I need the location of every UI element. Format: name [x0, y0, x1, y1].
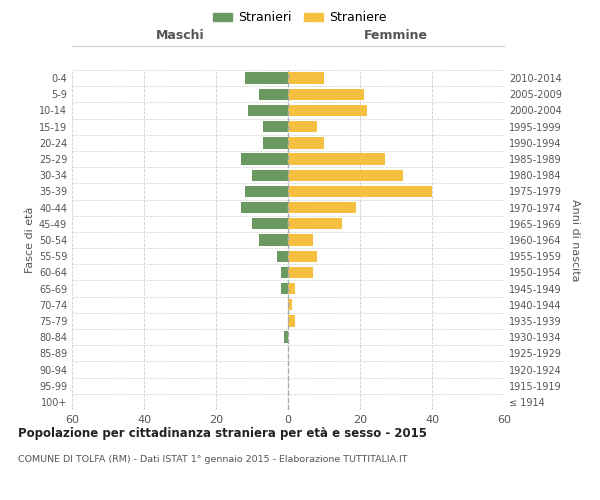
Text: Maschi: Maschi [155, 30, 205, 43]
Bar [288, 88, 364, 100]
Legend: Stranieri, Straniere: Stranieri, Straniere [208, 6, 392, 29]
Bar [288, 105, 367, 116]
Bar [288, 266, 313, 278]
Bar [288, 121, 317, 132]
Bar [259, 88, 288, 100]
Bar [241, 202, 288, 213]
Bar [241, 154, 288, 164]
Y-axis label: Anni di nascita: Anni di nascita [570, 198, 580, 281]
Bar [284, 332, 288, 343]
Bar [281, 283, 288, 294]
Bar [288, 316, 295, 326]
Bar [248, 105, 288, 116]
Bar [252, 218, 288, 230]
Bar [288, 283, 295, 294]
Bar [288, 250, 317, 262]
Bar [259, 234, 288, 246]
Bar [288, 202, 356, 213]
Bar [263, 121, 288, 132]
Bar [281, 266, 288, 278]
Bar [288, 218, 342, 230]
Bar [288, 170, 403, 181]
Bar [245, 72, 288, 84]
Bar [288, 72, 324, 84]
Text: Femmine: Femmine [364, 30, 428, 43]
Bar [288, 299, 292, 310]
Text: Popolazione per cittadinanza straniera per età e sesso - 2015: Popolazione per cittadinanza straniera p… [18, 428, 427, 440]
Bar [245, 186, 288, 197]
Bar [277, 250, 288, 262]
Bar [252, 170, 288, 181]
Bar [288, 234, 313, 246]
Bar [263, 137, 288, 148]
Text: COMUNE DI TOLFA (RM) - Dati ISTAT 1° gennaio 2015 - Elaborazione TUTTITALIA.IT: COMUNE DI TOLFA (RM) - Dati ISTAT 1° gen… [18, 455, 407, 464]
Bar [288, 137, 324, 148]
Y-axis label: Fasce di età: Fasce di età [25, 207, 35, 273]
Bar [288, 154, 385, 164]
Bar [288, 186, 432, 197]
